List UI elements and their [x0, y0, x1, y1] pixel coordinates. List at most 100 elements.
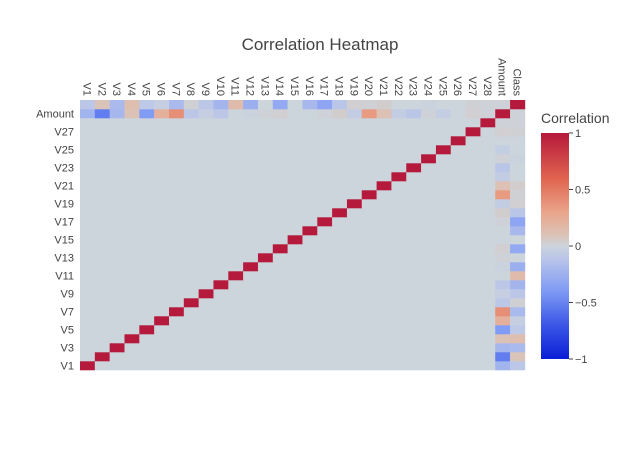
heatmap-cell [391, 343, 407, 353]
heatmap-cell [213, 289, 229, 299]
heatmap-cell [317, 127, 333, 137]
heatmap-cell [346, 100, 363, 110]
heatmap-cell [361, 334, 377, 344]
heatmap-cell [243, 307, 259, 317]
heatmap-cell [287, 154, 303, 164]
heatmap-cell [257, 343, 274, 353]
heatmap-cell [391, 100, 407, 110]
heatmap-cell [495, 163, 511, 173]
heatmap-cell [272, 208, 288, 218]
heatmap-cell [243, 217, 259, 227]
heatmap-cell [361, 361, 377, 371]
heatmap-cell [94, 316, 110, 326]
heatmap-cell [495, 316, 511, 326]
heatmap-cell [139, 217, 155, 227]
heatmap-cell [124, 262, 140, 272]
heatmap-cell [198, 217, 214, 227]
heatmap-cell [346, 136, 363, 146]
heatmap-cell [510, 352, 526, 362]
heatmap-cell [332, 226, 348, 236]
heatmap-cell [480, 118, 496, 128]
heatmap-cell [168, 334, 185, 344]
heatmap-cell [480, 289, 496, 299]
heatmap-cell [80, 118, 96, 128]
heatmap-cell [346, 208, 363, 218]
heatmap-cell [391, 118, 407, 128]
heatmap-cell [287, 280, 303, 290]
heatmap-cell [272, 163, 288, 173]
heatmap-cell [243, 235, 259, 245]
heatmap-cell [124, 172, 140, 182]
heatmap-cell [465, 127, 481, 137]
heatmap-cell [272, 136, 288, 146]
heatmap-cell [346, 226, 363, 236]
heatmap-cell [272, 127, 288, 137]
heatmap-cell [94, 208, 110, 218]
heatmap-cell [435, 109, 452, 119]
heatmap-cell [228, 226, 244, 236]
y-tick-label: V1 [61, 361, 74, 373]
heatmap-cell [510, 262, 526, 272]
heatmap-cell [465, 361, 481, 371]
heatmap-cell [302, 199, 318, 209]
heatmap-cell [450, 298, 466, 308]
heatmap-cell [406, 217, 422, 227]
heatmap-cell [346, 190, 363, 200]
heatmap-cell [421, 325, 437, 335]
y-tick-label: V15 [54, 235, 74, 247]
heatmap-cell [302, 109, 318, 119]
heatmap-cell [198, 325, 214, 335]
heatmap-cell [109, 334, 125, 344]
heatmap-cell [465, 208, 481, 218]
heatmap-cell [154, 118, 170, 128]
x-tick-label: V19 [347, 76, 359, 96]
heatmap-cell [213, 199, 229, 209]
heatmap-cell [198, 145, 214, 155]
heatmap-cell [228, 181, 244, 191]
heatmap-cell [168, 253, 185, 263]
heatmap-cell [450, 145, 466, 155]
heatmap-cell [154, 226, 170, 236]
heatmap-cell [213, 136, 229, 146]
heatmap-cell [435, 163, 452, 173]
heatmap-cell [346, 361, 363, 371]
heatmap-cell [332, 181, 348, 191]
heatmap-cell [510, 163, 526, 173]
heatmap-cell [332, 271, 348, 281]
heatmap-cell [510, 154, 526, 164]
heatmap-cell [450, 217, 466, 227]
heatmap-cell [450, 244, 466, 254]
y-tick-label: V5 [61, 325, 74, 337]
heatmap-cell [346, 172, 363, 182]
heatmap-cell [228, 253, 244, 263]
heatmap-cell [421, 226, 437, 236]
heatmap-cell [450, 316, 466, 326]
x-tick-label: V22 [392, 76, 404, 96]
heatmap-cell [213, 154, 229, 164]
heatmap-cell [302, 298, 318, 308]
heatmap-cell [435, 262, 452, 272]
heatmap-cell [435, 271, 452, 281]
heatmap-cell [480, 190, 496, 200]
heatmap-cell [94, 298, 110, 308]
heatmap-cell [346, 199, 363, 209]
heatmap-cell [183, 145, 199, 155]
heatmap-cell [168, 262, 185, 272]
heatmap-cell [183, 316, 199, 326]
heatmap-cell [376, 217, 392, 227]
heatmap-cell [94, 244, 110, 254]
heatmap-cell [287, 334, 303, 344]
heatmap-cell [80, 109, 96, 119]
heatmap-cell [198, 226, 214, 236]
heatmap-cell [94, 109, 110, 119]
heatmap-cell [183, 361, 199, 371]
heatmap-cell [198, 127, 214, 137]
x-tick-label: V8 [184, 83, 196, 96]
heatmap-cell [139, 289, 155, 299]
heatmap-cell [406, 316, 422, 326]
heatmap-cell [421, 271, 437, 281]
heatmap-cell [346, 289, 363, 299]
heatmap-cell [168, 190, 185, 200]
heatmap-cell [510, 118, 526, 128]
heatmap-cell [346, 181, 363, 191]
